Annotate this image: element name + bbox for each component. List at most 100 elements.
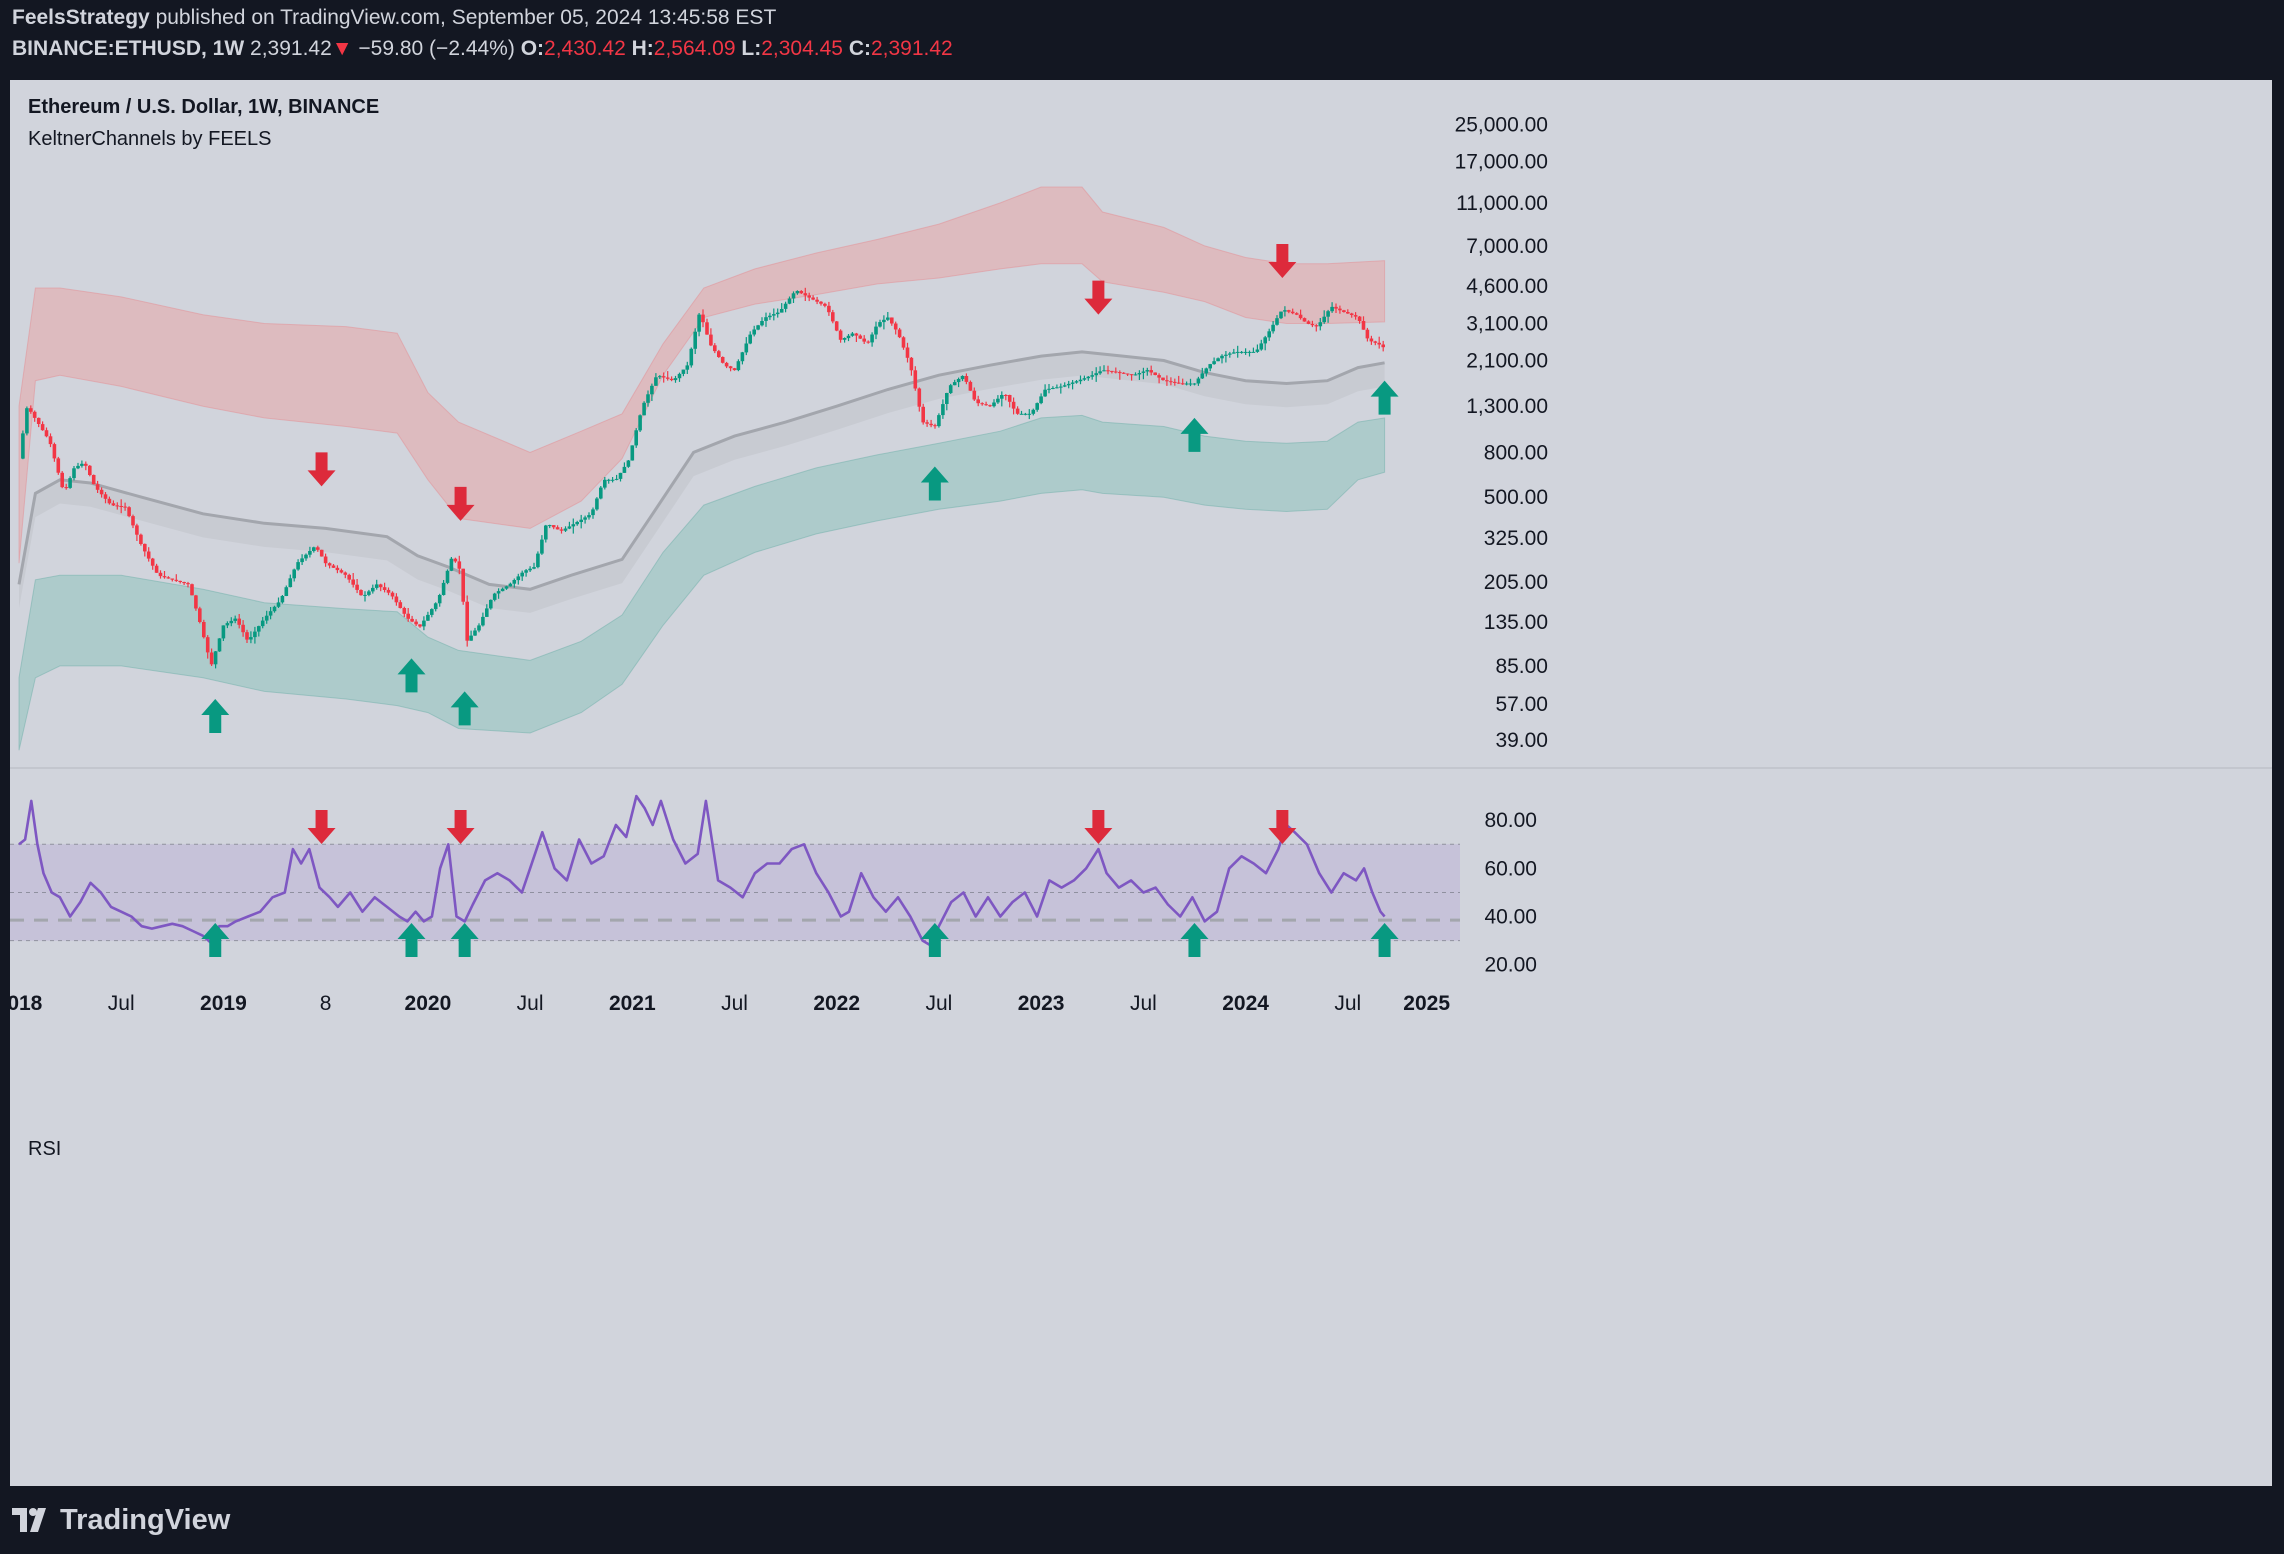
candle-body[interactable] — [1059, 386, 1063, 388]
candle-body[interactable] — [536, 553, 540, 568]
candle-body[interactable] — [209, 652, 214, 665]
candle-body[interactable] — [1271, 324, 1275, 332]
candle-body[interactable] — [343, 572, 348, 575]
candle-body[interactable] — [575, 522, 579, 525]
candle-body[interactable] — [756, 325, 760, 330]
candle-body[interactable] — [496, 591, 501, 594]
candle-body[interactable] — [996, 398, 1000, 403]
candle-body[interactable] — [658, 376, 662, 378]
candle-body[interactable] — [355, 584, 359, 590]
candle-body[interactable] — [948, 385, 953, 393]
candle-body[interactable] — [673, 378, 678, 381]
candle-body[interactable] — [1004, 395, 1008, 396]
candle-body[interactable] — [1011, 401, 1016, 409]
candle-body[interactable] — [1078, 379, 1083, 382]
candle-body[interactable] — [717, 351, 721, 357]
candle-body[interactable] — [787, 298, 792, 304]
candle-body[interactable] — [339, 570, 344, 573]
candle-body[interactable] — [1066, 383, 1071, 386]
candle-body[interactable] — [25, 408, 29, 434]
candle-body[interactable] — [838, 330, 843, 340]
candle-body[interactable] — [563, 528, 568, 531]
candle-body[interactable] — [799, 291, 804, 294]
candle-body[interactable] — [205, 637, 210, 653]
candle-body[interactable] — [264, 615, 269, 621]
candle-body[interactable] — [1176, 382, 1181, 384]
candle-body[interactable] — [893, 323, 898, 330]
candle-body[interactable] — [202, 622, 206, 638]
candle-body[interactable] — [555, 527, 560, 530]
candle-body[interactable] — [929, 423, 933, 426]
candle-body[interactable] — [32, 411, 37, 418]
candle-body[interactable] — [1330, 306, 1334, 312]
candle-body[interactable] — [795, 291, 800, 294]
candle-body[interactable] — [606, 479, 611, 481]
candle-body[interactable] — [720, 357, 725, 363]
candle-body[interactable] — [610, 479, 615, 481]
candle-body[interactable] — [850, 333, 855, 336]
candle-body[interactable] — [1255, 349, 1260, 352]
rsi-sell-arrow-icon[interactable] — [1084, 810, 1113, 844]
sell-arrow-icon[interactable] — [446, 486, 475, 521]
candle-body[interactable] — [359, 590, 363, 596]
candle-body[interactable] — [99, 489, 104, 495]
candle-body[interactable] — [559, 529, 564, 531]
candle-body[interactable] — [512, 580, 517, 584]
candle-body[interactable] — [166, 577, 171, 579]
candle-body[interactable] — [905, 347, 910, 358]
candle-body[interactable] — [217, 638, 222, 652]
candle-body[interactable] — [925, 422, 929, 424]
candle-body[interactable] — [272, 606, 277, 612]
candle-body[interactable] — [779, 309, 784, 313]
candle-body[interactable] — [1381, 344, 1385, 348]
candle-body[interactable] — [638, 415, 642, 431]
rsi-label[interactable]: RSI — [28, 1138, 62, 1160]
candle-body[interactable] — [119, 506, 123, 507]
buy-arrow-icon[interactable] — [1180, 417, 1209, 452]
candle-body[interactable] — [308, 551, 312, 555]
candle-body[interactable] — [453, 558, 458, 562]
candle-body[interactable] — [1365, 329, 1370, 339]
candle-body[interactable] — [1318, 322, 1323, 327]
candle-body[interactable] — [854, 333, 859, 336]
candle-body[interactable] — [1110, 370, 1114, 372]
candle-body[interactable] — [162, 576, 167, 578]
candle-body[interactable] — [64, 487, 68, 489]
candle-body[interactable] — [284, 587, 289, 596]
candle-body[interactable] — [150, 558, 155, 566]
candle-body[interactable] — [489, 599, 493, 609]
candle-body[interactable] — [335, 567, 340, 571]
candle-body[interactable] — [1338, 308, 1342, 311]
candle-body[interactable] — [225, 623, 230, 626]
candle-body[interactable] — [127, 507, 131, 517]
candle-body[interactable] — [1310, 324, 1315, 326]
candle-body[interactable] — [60, 472, 64, 488]
candle-body[interactable] — [1192, 383, 1197, 385]
candle-body[interactable] — [198, 608, 202, 622]
candle-body[interactable] — [728, 366, 733, 369]
candle-body[interactable] — [831, 312, 835, 322]
candle-body[interactable] — [740, 352, 745, 362]
candle-body[interactable] — [732, 368, 737, 371]
candle-body[interactable] — [642, 402, 646, 416]
candle-body[interactable] — [1228, 353, 1232, 355]
candle-body[interactable] — [1129, 374, 1134, 376]
candle-body[interactable] — [323, 556, 328, 564]
candle-body[interactable] — [964, 376, 969, 382]
candle-body[interactable] — [1118, 372, 1122, 374]
candle-body[interactable] — [441, 582, 446, 595]
candle-body[interactable] — [316, 547, 320, 550]
candle-body[interactable] — [1121, 372, 1126, 374]
candle-body[interactable] — [972, 390, 977, 400]
candle-body[interactable] — [1015, 408, 1020, 414]
chart-canvas[interactable]: 25,000.00 17,000.00 11,000.00 7,000.00 4,600… — [10, 80, 2272, 1486]
candle-body[interactable] — [1157, 375, 1161, 378]
candle-body[interactable] — [724, 362, 729, 367]
candle-body[interactable] — [437, 595, 442, 604]
candle-body[interactable] — [1334, 306, 1338, 309]
sell-arrow-icon[interactable] — [1268, 243, 1297, 278]
candle-body[interactable] — [1074, 381, 1079, 383]
candle-body[interactable] — [709, 334, 713, 346]
candle-body[interactable] — [84, 463, 88, 466]
candle-body[interactable] — [221, 625, 226, 639]
